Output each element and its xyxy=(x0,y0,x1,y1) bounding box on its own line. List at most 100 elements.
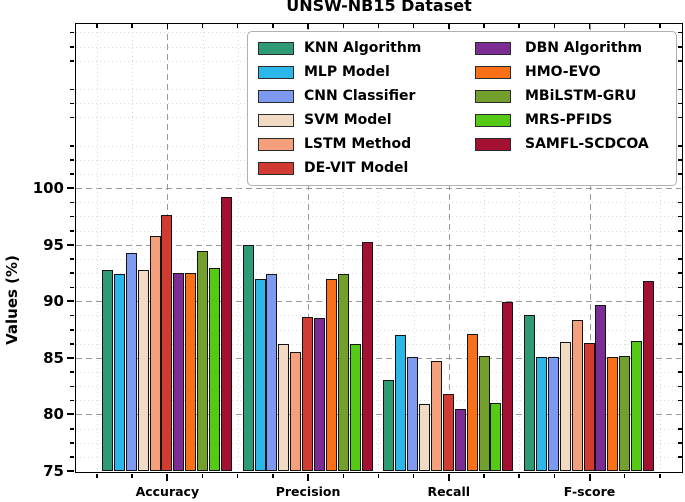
legend-label: KNN Algorithm xyxy=(304,40,422,56)
y-major-tick xyxy=(67,356,74,359)
bar-knn-algorithm-accuracy xyxy=(101,269,113,471)
minor-gridline-v xyxy=(378,24,380,471)
y-tick-label: 95 xyxy=(43,235,64,254)
x-major-tick-top xyxy=(588,24,591,29)
bar-de-vit-model-accuracy xyxy=(161,215,173,471)
x-minor-tick-top xyxy=(518,24,520,28)
y-minor-tick-right xyxy=(678,159,682,161)
legend-swatch-samfl-scdcoa xyxy=(475,138,511,151)
y-minor-tick xyxy=(70,159,74,161)
x-minor-tick-top xyxy=(412,24,415,28)
y-major-tick xyxy=(67,413,74,416)
y-minor-tick-right xyxy=(678,230,682,232)
legend-swatch-mbilstm-gru xyxy=(475,90,511,103)
minor-gridline-v xyxy=(132,24,134,471)
y-minor-tick-right xyxy=(678,343,682,345)
y-minor-tick-right xyxy=(678,442,682,444)
bar-samfl-scdcoa-precision xyxy=(361,242,373,471)
x-minor-tick xyxy=(623,474,626,478)
legend-swatch-de-vit-model xyxy=(258,162,294,175)
x-major-tick xyxy=(307,474,310,481)
x-minor-tick xyxy=(96,474,98,478)
bar-de-vit-model-f-score xyxy=(583,343,595,471)
y-minor-tick xyxy=(70,215,74,218)
x-tick-label: F-score xyxy=(563,484,616,499)
y-minor-tick-right xyxy=(678,60,682,62)
x-minor-tick-top xyxy=(483,24,485,28)
chart-title: UNSW-NB15 Dataset xyxy=(286,0,472,15)
legend-swatch-svm-model xyxy=(258,114,294,127)
bar-lstm-method-accuracy xyxy=(149,235,161,471)
x-minor-tick-top xyxy=(236,24,239,28)
x-minor-tick xyxy=(659,474,661,478)
y-minor-tick xyxy=(70,371,74,373)
x-minor-tick xyxy=(483,474,485,478)
y-minor-tick xyxy=(70,201,74,204)
legend-swatch-cnn-classifier xyxy=(258,90,294,103)
y-major-tick xyxy=(67,300,74,303)
legend-swatch-mrs-pfids xyxy=(475,114,511,127)
y-major-tick xyxy=(67,470,74,472)
bar-cnn-classifier-precision xyxy=(266,274,278,471)
bar-de-vit-model-precision xyxy=(302,317,314,471)
legend-label: CNN Classifier xyxy=(304,88,416,104)
bar-hmo-evo-recall xyxy=(466,334,478,471)
y-minor-tick xyxy=(70,230,74,232)
legend-box: KNN Algorithm MLP Model CNN Classifier SVM … xyxy=(247,31,677,186)
y-minor-tick xyxy=(70,145,74,147)
legend-label: MBiLSTM-GRU xyxy=(525,88,637,104)
minor-gridline-v xyxy=(483,24,485,471)
minor-gridline-v xyxy=(237,24,239,471)
y-axis-label: Values (%) xyxy=(3,255,21,345)
legend-swatch-dbn-algorithm xyxy=(475,42,511,55)
y-minor-tick xyxy=(70,343,74,345)
y-minor-tick-right xyxy=(678,329,682,331)
y-minor-tick xyxy=(70,329,74,331)
bar-knn-algorithm-recall xyxy=(383,380,395,471)
y-minor-tick-right xyxy=(678,88,682,91)
major-gridline-v xyxy=(448,24,450,471)
bar-de-vit-model-recall xyxy=(442,394,454,471)
y-minor-tick xyxy=(70,173,74,175)
bar-hmo-evo-f-score xyxy=(607,356,619,471)
x-tick-label: Accuracy xyxy=(135,484,200,499)
bar-lstm-method-f-score xyxy=(571,320,583,471)
y-minor-tick xyxy=(70,60,74,62)
y-minor-tick-right xyxy=(678,399,682,402)
y-minor-tick xyxy=(70,286,74,289)
bar-knn-algorithm-f-score xyxy=(524,314,536,471)
y-minor-tick-right xyxy=(678,314,682,317)
bar-dbn-algorithm-f-score xyxy=(595,304,607,471)
bar-mbilstm-gru-recall xyxy=(478,355,490,471)
y-minor-tick-right xyxy=(678,102,682,105)
y-minor-tick xyxy=(70,272,74,274)
y-minor-tick xyxy=(70,116,74,119)
y-minor-tick xyxy=(70,88,74,91)
x-minor-tick xyxy=(553,474,556,478)
bar-svm-model-precision xyxy=(278,344,290,471)
minor-gridline-v xyxy=(624,24,626,471)
y-minor-tick xyxy=(70,385,74,388)
x-minor-tick xyxy=(272,474,274,478)
y-minor-tick-right xyxy=(678,173,682,175)
y-minor-tick xyxy=(70,456,74,458)
x-minor-tick xyxy=(201,474,204,478)
bar-mlp-model-accuracy xyxy=(113,274,125,471)
y-minor-tick-right xyxy=(678,428,682,430)
y-minor-tick-right xyxy=(678,46,682,48)
bar-mrs-pfids-f-score xyxy=(631,340,643,471)
legend-swatch-hmo-evo xyxy=(475,66,511,79)
x-minor-tick-top xyxy=(96,24,98,28)
legend-swatch-lstm-method xyxy=(258,138,294,151)
minor-gridline-v xyxy=(519,24,521,471)
y-minor-tick-right xyxy=(678,286,682,289)
bar-mrs-pfids-precision xyxy=(349,344,361,471)
y-minor-tick-right xyxy=(678,116,682,119)
minor-gridline-v xyxy=(96,24,98,471)
y-minor-tick xyxy=(70,399,74,402)
bar-svm-model-f-score xyxy=(559,341,571,471)
bar-mlp-model-recall xyxy=(395,335,407,471)
legend-label: SVM Model xyxy=(304,112,392,128)
y-tick-label: 85 xyxy=(43,348,64,367)
